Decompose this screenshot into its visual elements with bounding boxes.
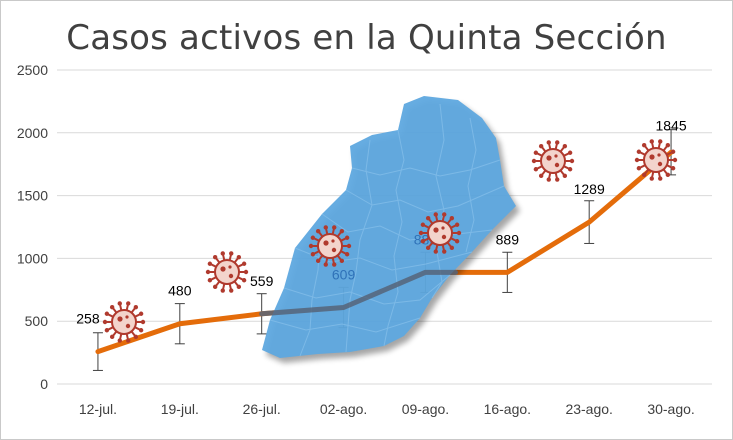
x-tick-label: 02-ago. (320, 401, 367, 417)
chart-title: Casos activos en la Quinta Sección (66, 18, 667, 58)
data-label: 609 (332, 267, 356, 283)
x-tick-label: 26-jul. (243, 401, 281, 417)
x-tick-label: 12-jul. (79, 401, 117, 417)
y-tick-label: 1500 (17, 188, 48, 204)
y-tick-label: 1000 (17, 250, 48, 266)
x-tick-label: 30-ago. (647, 401, 694, 417)
y-axis-ticks: 0 500 1000 1500 2000 2500 (17, 62, 48, 392)
virus-decorations (102, 139, 678, 343)
y-tick-label: 500 (25, 313, 49, 329)
data-label: 559 (250, 273, 274, 289)
y-tick-label: 2000 (17, 125, 48, 141)
x-tick-label: 19-jul. (161, 401, 199, 417)
data-label: 889 (496, 231, 520, 247)
map-shape (262, 96, 516, 358)
coronavirus-icon (308, 225, 352, 267)
y-tick-label: 0 (40, 376, 48, 392)
x-tick-label: 09-ago. (402, 401, 449, 417)
coronavirus-icon (205, 251, 249, 293)
data-label: 1289 (574, 181, 605, 197)
coronavirus-icon (102, 301, 146, 343)
coronavirus-icon (418, 212, 462, 254)
map-illustration (262, 96, 520, 363)
data-label: 1845 (655, 117, 686, 133)
x-axis-ticks: 12-jul. 19-jul. 26-jul. 02-ago. 09-ago. 16-ag… (79, 401, 695, 417)
data-label: 480 (168, 283, 192, 299)
coronavirus-icon (634, 139, 678, 181)
coronavirus-icon (531, 140, 575, 182)
y-tick-label: 2500 (17, 62, 48, 78)
x-tick-label: 23-ago. (565, 401, 612, 417)
data-label: 258 (76, 311, 100, 327)
series-line-overlay (259, 269, 458, 317)
x-tick-label: 16-ago. (484, 401, 531, 417)
